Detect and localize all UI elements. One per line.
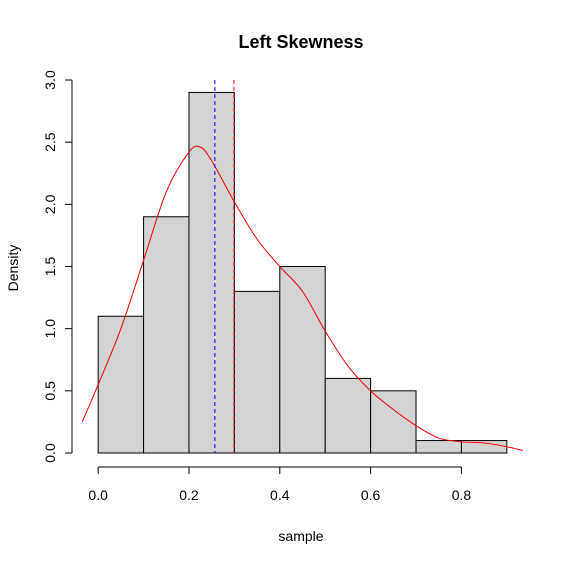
histogram-bar bbox=[370, 390, 417, 454]
y-tick-label: 1.5 bbox=[42, 257, 58, 277]
vertical-lines bbox=[214, 80, 235, 453]
x-tick-label: 0.0 bbox=[88, 487, 108, 503]
histogram-bars bbox=[97, 91, 508, 454]
histogram-bar bbox=[97, 315, 145, 454]
x-axis-label: sample bbox=[278, 528, 323, 544]
y-tick-label: 3.0 bbox=[42, 70, 58, 90]
x-tick-label: 0.6 bbox=[361, 487, 381, 503]
y-axis-label: Density bbox=[5, 245, 21, 292]
y-tick-label: 0.0 bbox=[42, 443, 58, 463]
histogram-bar bbox=[233, 290, 281, 454]
histogram-bar bbox=[188, 91, 235, 454]
density-curve-layer bbox=[81, 145, 523, 451]
x-tick-label: 0.8 bbox=[452, 487, 472, 503]
chart-title: Left Skewness bbox=[238, 32, 363, 52]
histogram-bar bbox=[324, 377, 372, 454]
y-tick-label: 0.5 bbox=[42, 381, 58, 401]
y-tick-label: 1.0 bbox=[42, 319, 58, 339]
x-tick-label: 0.2 bbox=[179, 487, 199, 503]
histogram-bar bbox=[279, 266, 326, 454]
y-tick-label: 2.5 bbox=[42, 132, 58, 152]
x-axis: 0.0 0.2 0.4 0.6 0.8 bbox=[88, 466, 472, 503]
y-tick-label: 2.0 bbox=[42, 194, 58, 214]
histogram-bar bbox=[415, 440, 462, 454]
x-tick-label: 0.4 bbox=[270, 487, 290, 503]
density-curve bbox=[81, 145, 523, 451]
y-axis: 0.0 0.5 1.0 1.5 2.0 2.5 3.0 bbox=[42, 70, 73, 463]
histogram-bar bbox=[143, 216, 190, 454]
